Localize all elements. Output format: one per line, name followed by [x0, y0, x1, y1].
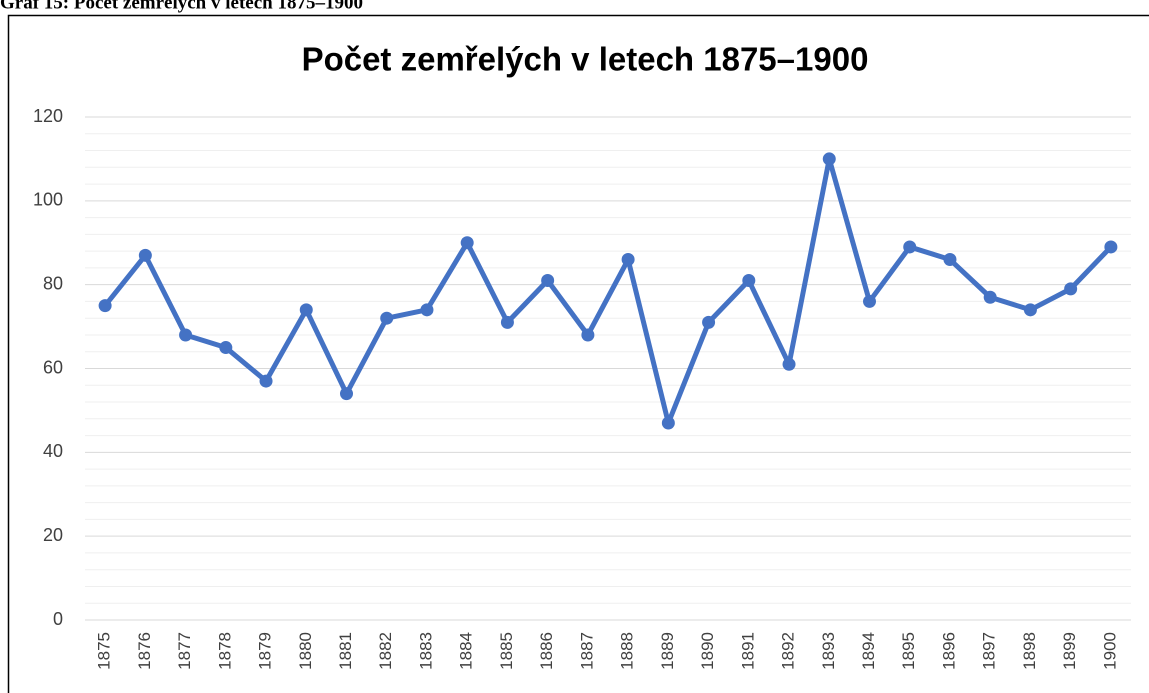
x-tick-label: 1893: [819, 632, 838, 670]
marker: [581, 328, 595, 342]
x-tick-label: 1882: [376, 632, 395, 670]
x-tick-label: 1890: [698, 632, 717, 670]
y-tick-label: 60: [43, 357, 63, 377]
caption: Graf 15: Počet zemřelých v letech 1875–1…: [0, 0, 363, 13]
x-tick-label: 1881: [336, 632, 355, 670]
x-tick-label: 1884: [457, 632, 476, 670]
y-tick-label: 0: [53, 609, 63, 629]
marker: [863, 294, 876, 308]
x-tick-label: 1880: [296, 632, 315, 670]
x-tick-label: 1900: [1100, 632, 1119, 670]
x-tick-label: 1877: [175, 632, 194, 670]
marker: [259, 374, 273, 388]
marker: [138, 248, 152, 262]
marker: [903, 240, 917, 254]
x-tick-label: 1887: [577, 632, 596, 670]
y-tick-label: 120: [33, 106, 63, 126]
y-tick-label: 40: [43, 441, 63, 461]
y-tick-label: 100: [33, 190, 63, 210]
x-tick-label: 1888: [618, 632, 637, 670]
marker: [1064, 282, 1078, 296]
marker: [380, 311, 394, 325]
x-tick-label: 1895: [899, 632, 918, 670]
marker: [1023, 303, 1037, 317]
marker: [742, 273, 756, 287]
marker: [702, 315, 716, 329]
marker: [460, 236, 474, 250]
marker: [299, 303, 313, 317]
marker: [219, 341, 233, 355]
marker: [661, 416, 675, 430]
marker: [541, 273, 555, 287]
chart-frame: [7, 14, 1149, 693]
y-tick-label: 20: [43, 525, 63, 545]
x-tick-label: 1892: [779, 632, 798, 670]
x-tick-label: 1879: [256, 632, 275, 670]
x-tick-label: 1883: [416, 632, 435, 670]
x-tick-label: 1891: [738, 632, 757, 670]
x-tick-label: 1899: [1060, 632, 1079, 670]
x-tick-label: 1889: [658, 632, 677, 670]
marker: [983, 290, 997, 304]
x-tick-label: 1896: [939, 632, 958, 670]
marker: [179, 328, 193, 342]
marker: [943, 253, 957, 267]
x-tick-label: 1894: [859, 632, 878, 670]
x-tick-label: 1875: [95, 632, 114, 670]
marker: [621, 253, 635, 267]
x-tick-label: 1897: [980, 632, 999, 670]
chart-title: Počet zemřelých v letech 1875–1900: [302, 41, 869, 78]
x-tick-label: 1878: [215, 632, 234, 670]
marker: [420, 303, 434, 317]
marker: [782, 357, 796, 371]
line: [103, 156, 1113, 426]
y-tick-label: 80: [43, 273, 63, 293]
x-tick-label: 1886: [537, 632, 556, 670]
x-tick-label: 1885: [497, 632, 516, 670]
x-tick-label: 1876: [135, 632, 154, 670]
x-tick-label: 1898: [1020, 632, 1039, 670]
marker: [340, 387, 353, 401]
marker: [98, 299, 112, 313]
marker: [822, 152, 836, 166]
marker: [500, 315, 514, 329]
marker: [1104, 240, 1118, 254]
